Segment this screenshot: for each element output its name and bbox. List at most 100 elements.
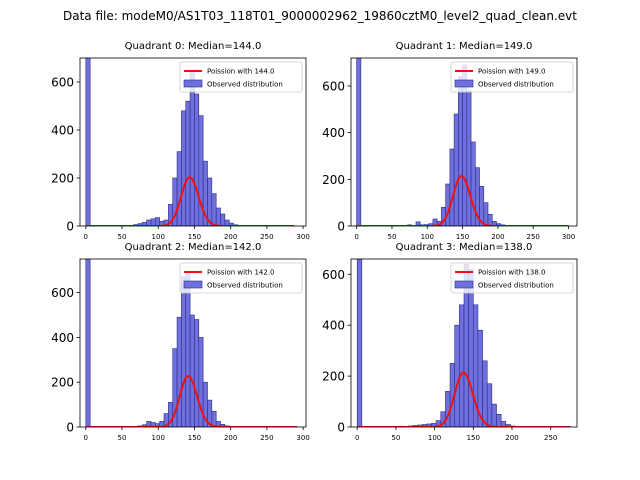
histogram-bar	[181, 110, 187, 226]
x-tick-label: 250	[544, 434, 557, 442]
x-tick-label: 100	[152, 434, 165, 442]
y-tick-label: 600	[51, 76, 74, 90]
histogram-bar	[454, 324, 460, 427]
plot-area	[85, 58, 295, 226]
y-tick-label: 0	[337, 421, 345, 435]
legend: Poission with 149.0 Observed distribution	[450, 61, 574, 93]
x-tick-label: 150	[188, 233, 201, 241]
x-tick-label: 50	[391, 434, 400, 442]
figure-title: Data file: modeM0/AS1T03_118T01_90000029…	[63, 9, 577, 23]
quadrant-0-chart: Quadrant 0: Median=144.0 0 50 100 150 200 250 3…	[51, 41, 310, 241]
legend-label-poisson: Poission with 142.0	[207, 269, 275, 277]
legend-label-observed: Observed distribution	[207, 282, 283, 290]
plot-area	[356, 58, 569, 226]
x-tick-label: 250	[260, 434, 273, 442]
x-tick-label: 150	[456, 233, 469, 241]
histogram-bar	[150, 218, 156, 226]
poisson-curve	[357, 371, 571, 427]
panel-title: Quadrant 3: Median=138.0	[396, 242, 533, 253]
histogram-bar	[453, 113, 459, 226]
x-tick-label: 250	[260, 233, 273, 241]
plot-area	[85, 259, 298, 427]
panel-title: Quadrant 2: Median=142.0	[125, 242, 262, 253]
histogram-bar	[356, 58, 362, 226]
histogram-bar	[211, 193, 217, 226]
legend-label-observed: Observed distribution	[478, 282, 554, 290]
x-tick-label: 300	[296, 233, 309, 241]
histogram-bar	[458, 76, 463, 226]
quadrant-1-chart: Quadrant 1: Median=149.0 0 50 100 150 200 250 3…	[322, 41, 578, 241]
poisson-curve	[356, 175, 569, 226]
x-tick-label: 100	[152, 233, 165, 241]
x-tick-label: 150	[188, 434, 201, 442]
histogram-bar	[482, 360, 488, 427]
histogram-bar	[445, 183, 451, 226]
x-tick-label: 150	[467, 434, 480, 442]
x-tick-label: 100	[428, 434, 441, 442]
histogram-bar	[449, 148, 455, 226]
legend-label-observed: Observed distribution	[478, 81, 554, 89]
histogram-bar	[415, 221, 421, 226]
legend-bar-swatch	[454, 79, 474, 88]
histogram-bar	[211, 411, 217, 427]
histogram-bar	[189, 69, 195, 226]
legend-label-poisson: Poission with 149.0	[478, 68, 546, 76]
axes-frame	[79, 57, 307, 227]
x-tick-label: 200	[505, 434, 518, 442]
histogram-bar	[470, 141, 476, 226]
histogram-bar	[356, 259, 363, 427]
x-tick-label: 300	[296, 434, 309, 442]
histogram-bar	[185, 100, 191, 226]
legend-box	[179, 61, 303, 93]
legend: Poission with 144.0 Observed distribution	[179, 61, 303, 93]
poisson-curve	[85, 375, 298, 427]
y-tick-label: 0	[66, 421, 74, 435]
legend-box	[179, 262, 303, 294]
y-tick-label: 0	[337, 220, 345, 234]
legend-bar-swatch	[183, 79, 203, 88]
panel-title: Quadrant 0: Median=144.0	[125, 41, 262, 52]
axes-frame	[350, 258, 578, 428]
histogram-bar	[85, 58, 91, 226]
x-tick-label: 100	[421, 233, 434, 241]
histogram-bar	[466, 90, 472, 226]
histogram-bar	[176, 151, 182, 226]
x-tick-label: 0	[84, 434, 88, 442]
x-tick-label: 50	[388, 233, 397, 241]
histogram-bar	[185, 272, 191, 427]
x-tick-label: 0	[84, 233, 88, 241]
y-tick-label: 200	[51, 376, 74, 390]
y-tick-label: 400	[51, 331, 74, 345]
histogram-bar	[194, 93, 200, 226]
y-tick-label: 400	[51, 124, 74, 138]
histogram-bar	[483, 202, 489, 226]
histogram-bar	[491, 403, 497, 427]
axes-frame	[79, 258, 307, 428]
histogram-bar	[496, 413, 502, 427]
legend: Poission with 142.0 Observed distribution	[179, 262, 303, 294]
legend-box	[450, 61, 574, 93]
y-tick-label: 200	[51, 172, 74, 186]
legend-box	[450, 262, 574, 294]
y-tick-label: 400	[322, 319, 345, 333]
y-tick-label: 200	[322, 173, 345, 187]
poisson-curve	[85, 176, 295, 226]
legend-label-poisson: Poission with 144.0	[207, 68, 275, 76]
y-tick-label: 0	[66, 220, 74, 234]
y-tick-label: 400	[322, 126, 345, 140]
histogram-bar	[220, 213, 226, 226]
y-tick-label: 200	[322, 370, 345, 384]
legend: Poission with 138.0 Observed distribution	[450, 262, 574, 294]
histogram-bar	[486, 383, 493, 427]
panel-title: Quadrant 1: Median=149.0	[396, 41, 533, 52]
y-tick-label: 600	[322, 80, 345, 94]
histogram-bar	[181, 276, 187, 427]
x-tick-label: 0	[355, 434, 359, 442]
x-tick-label: 50	[118, 434, 127, 442]
axes-frame	[350, 57, 578, 227]
histogram-bar	[487, 214, 493, 226]
y-tick-label: 600	[51, 286, 74, 300]
x-tick-label: 50	[118, 233, 127, 241]
x-tick-label: 0	[354, 233, 358, 241]
